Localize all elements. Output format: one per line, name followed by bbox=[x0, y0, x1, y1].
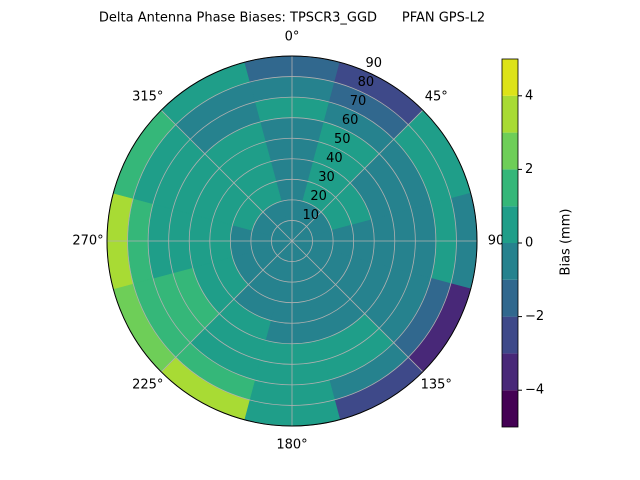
chart-title: Delta Antenna Phase Biases: TPSCR3_GGD P… bbox=[99, 11, 485, 26]
colorbar-label: Bias (mm) bbox=[559, 209, 574, 276]
colorbar-level bbox=[502, 353, 518, 391]
angular-grid-line bbox=[160, 109, 293, 242]
colorbar-tick-label: −4 bbox=[525, 383, 544, 398]
angular-tick-label: 315° bbox=[132, 89, 163, 104]
radial-tick-label: 90 bbox=[365, 56, 382, 71]
colorbar-tick-label: 2 bbox=[525, 162, 533, 177]
colorbar-level bbox=[502, 243, 518, 280]
colorbar-level bbox=[502, 316, 518, 354]
colorbar-tick-label: −2 bbox=[525, 309, 544, 324]
angular-grid-line bbox=[291, 240, 424, 373]
angular-tick-label: 0° bbox=[285, 30, 300, 45]
angular-tick-label: 135° bbox=[421, 378, 452, 393]
radial-tick-label: 20 bbox=[310, 189, 327, 204]
angular-tick-label: 45° bbox=[425, 89, 448, 104]
angular-grid-line bbox=[291, 109, 424, 242]
colorbar-level bbox=[502, 279, 518, 317]
angular-tick-label: 180° bbox=[276, 438, 307, 453]
colorbar-level bbox=[502, 169, 518, 207]
colorbar-level bbox=[502, 132, 518, 170]
colorbar-level bbox=[502, 59, 518, 96]
angular-tick-label: 225° bbox=[132, 378, 163, 393]
radial-tick-label: 70 bbox=[350, 94, 367, 109]
polar-frame bbox=[106, 55, 478, 427]
radial-tick-label: 40 bbox=[326, 151, 343, 166]
colorbar-level bbox=[502, 206, 518, 243]
colorbar-level bbox=[502, 95, 518, 133]
radial-tick-label: 80 bbox=[358, 75, 375, 90]
colorbar-level bbox=[502, 390, 518, 427]
radial-tick-label: 50 bbox=[334, 132, 351, 147]
radial-tick-label: 10 bbox=[303, 208, 320, 223]
angular-grid-line bbox=[160, 240, 293, 373]
colorbar-tick-label: 0 bbox=[525, 236, 533, 251]
radial-tick-label: 30 bbox=[318, 170, 335, 185]
angular-tick-label: 90 bbox=[488, 234, 505, 249]
angular-tick-label: 270° bbox=[72, 234, 103, 249]
colorbar-tick-label: 4 bbox=[525, 88, 533, 103]
radial-tick-label: 60 bbox=[342, 113, 359, 128]
